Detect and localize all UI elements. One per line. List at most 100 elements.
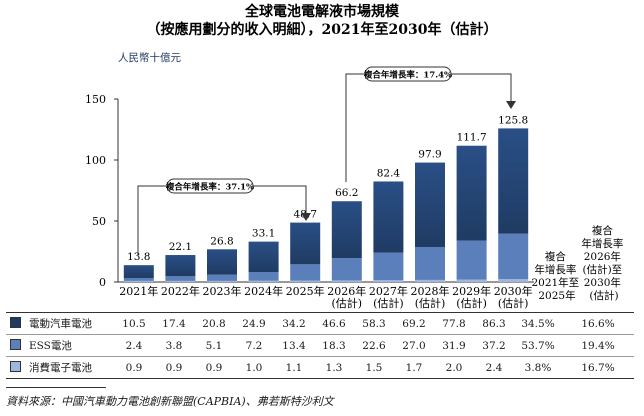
legend-swatch [10,339,21,350]
cagr-right-label: 複合年增長率：17.4% [363,70,452,81]
legend-swatch [10,317,21,328]
table-cell: 69.2 [394,312,434,335]
bar-segment-ev [165,255,196,277]
x-category-label: 2025年 [286,284,325,298]
bar-segment-consumer [248,280,279,282]
series-legend-cell: 消費電子電池 [6,356,114,379]
table-cell: 10.5 [114,312,154,335]
table-cell: 13.4 [274,334,314,357]
bar-segment-consumer [498,279,529,282]
bar-total-label: 26.8 [210,235,233,247]
cagr-header-2026-2030-line6: (估計) [589,289,618,302]
cagr-header-2021-2025: 複合 年增長率 2021年至 2025年 [531,250,582,302]
bar-total-label: 33.1 [252,228,275,240]
x-category-label: 2027年 [369,284,408,298]
table-cell: 0.9 [194,356,234,379]
bar-total-label: 22.1 [169,241,192,253]
cagr-header-2026-2030-line4: (估計)至 [582,263,622,276]
table-cell: 31.9 [434,334,474,357]
table-cell: 1.5 [354,356,394,379]
table-cell: 20.8 [194,312,234,335]
series-name: 電動汽車電池 [29,318,92,330]
source-divider [6,387,106,388]
bar-segment-ess [373,252,404,281]
table-cell: 37.2 [474,334,514,357]
table-row: 消費電子電池 0.9 0.9 0.9 1.0 1.1 1.3 1.5 1.7 2.0 2.4 3.8%… [6,356,634,379]
bar-segment-consumer [207,280,237,282]
table-cell: 3.8 [154,334,194,357]
x-category-label: 2024年 [244,284,283,298]
x-category-label: 2022年 [161,284,200,298]
table-cell: 77.8 [434,312,474,335]
bar-segment-ess [123,277,154,281]
cagr-header-2026-2030-line2: 年增長率 [581,237,623,250]
table-cell: 18.3 [314,334,354,357]
table-cell: 1.7 [394,356,434,379]
table-cell: 86.3 [474,312,514,335]
bar-segment-ev [373,181,404,253]
bar-segment-ev [498,128,529,234]
cagr-right-pill [364,66,452,82]
cagr-header-2026-2030-line3: 2026年 [584,250,621,263]
stacked-bar-chart: 全球電池電解液市場規模 （按應用劃分的收入明細），2021年至2030年（估計）… [85,3,623,310]
bar-segment-ess [207,274,237,281]
table-row: ESS電池 2.4 3.8 5.1 7.2 13.4 18.3 22.6 27.0 31.9 37.… [6,334,634,357]
cagr-left-pill [166,178,254,194]
x-category-label: 2028年 [411,284,450,298]
cagr-cell: 3.8% [514,356,562,379]
bar-segment-ess [248,271,279,281]
y-tick-label: 100 [85,154,106,167]
cagr-cell: 19.4% [562,334,634,357]
bar-segment-ess [290,264,321,281]
bars-layer [123,128,529,282]
table-cell: 1.0 [234,356,274,379]
x-category-label: (估計) [498,296,529,310]
table-cell: 17.4 [154,312,194,335]
bar-segment-ev [207,249,237,275]
legend-swatch [10,361,21,372]
chart-subtitle: （按應用劃分的收入明細），2021年至2030年（估計） [147,21,498,38]
table-cell: 5.1 [194,334,234,357]
table-cell: 0.9 [154,356,194,379]
series-name: ESS電池 [29,340,72,352]
bar-total-label: 82.4 [377,167,401,179]
table-cell: 2.4 [474,356,514,379]
table-cell: 2.4 [114,334,154,357]
bar-total-label: 125.8 [498,114,528,126]
table-cell: 22.6 [354,334,394,357]
bar-total-label: 13.8 [127,251,150,263]
cagr-annotation-right: 複合年增長率：17.4% [345,66,516,182]
bar-total-label: 66.2 [335,187,358,199]
bar-total-label: 97.9 [418,149,441,161]
x-category-label: (估計) [415,296,446,310]
cagr-cell: 53.7% [514,334,562,357]
cagr-header-2021-2025-line1: 複合 [545,250,566,263]
cagr-cell: 16.7% [562,356,634,379]
cagr-header-2021-2025-line3: 2021年至 [531,276,579,289]
table-cell: 34.2 [274,312,314,335]
x-category-label: 2023年 [203,284,242,298]
table-cell: 7.2 [234,334,274,357]
table-cell: 0.9 [114,356,154,379]
x-category-label: (估計) [332,296,363,310]
data-table: 電動汽車電池 10.5 17.4 20.8 24.9 34.2 46.6 58.3 69.2 77… [6,312,634,379]
bar-segment-ev [290,222,321,265]
cagr-header-2026-2030-line1: 複合 [592,224,613,237]
x-category-label: 2030年 [494,284,533,298]
x-category-label: 2021年 [119,284,158,298]
table-cell: 24.9 [234,312,274,335]
bar-segment-consumer [415,279,445,282]
series-legend-cell: ESS電池 [6,334,114,357]
x-category-label: (估計) [373,296,404,310]
table-cell: 1.1 [274,356,314,379]
cagr-right-arrowhead [506,101,516,109]
cagr-left-arrowhead [301,213,311,221]
table-cell: 46.6 [314,312,354,335]
y-tick-label: 0 [99,276,106,289]
cagr-header-2021-2025-line2: 年增長率 [534,263,576,276]
cagr-header-2026-2030-line5: 2030年 [584,276,621,289]
x-category-label: (估計) [456,296,487,310]
cagr-cell: 16.6% [562,312,634,335]
labels-layer: 13.82021年22.12022年26.82023年33.12024年48.7… [119,114,532,310]
source-note: 資料來源：中國汽車動力電池創新聯盟(CAPBIA)、弗若斯特沙利文 [6,395,334,408]
